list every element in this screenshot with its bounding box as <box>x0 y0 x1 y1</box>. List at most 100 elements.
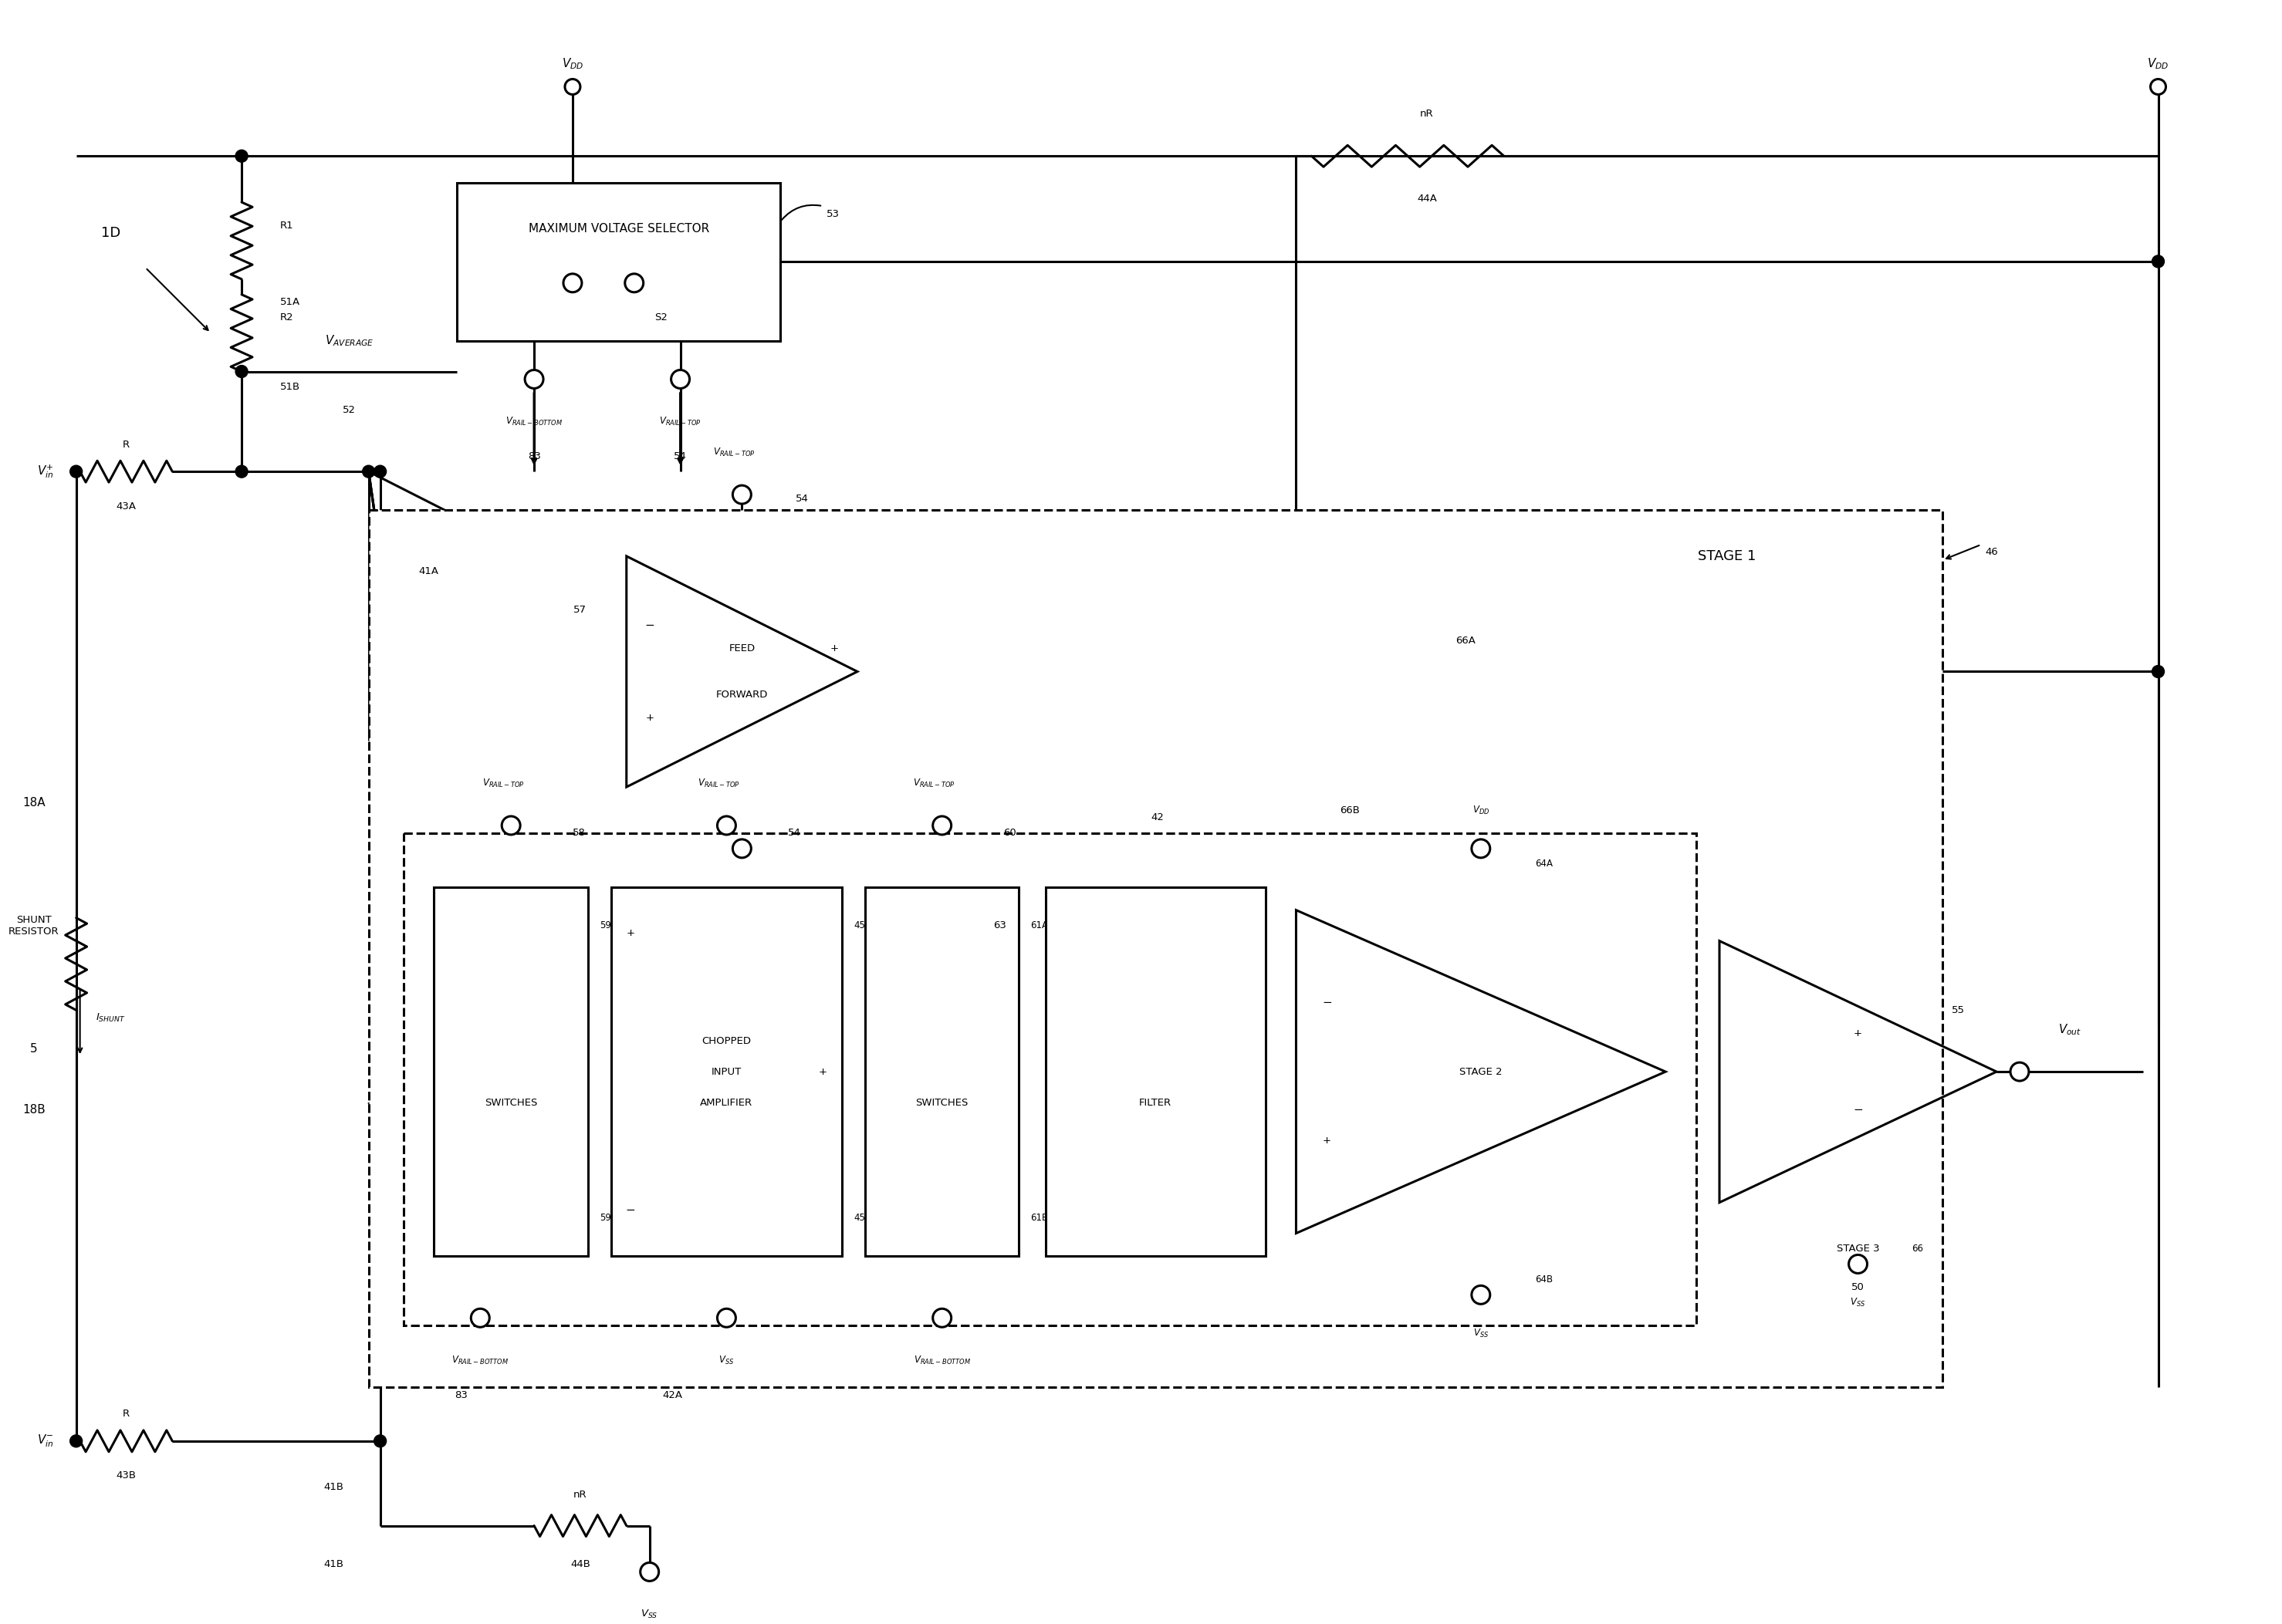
Circle shape <box>235 466 249 477</box>
Text: $V_{RAIL-TOP}$: $V_{RAIL-TOP}$ <box>913 778 956 789</box>
Text: 45B: 45B <box>853 1213 872 1223</box>
Text: 44B: 44B <box>570 1559 591 1569</box>
Bar <box>612 887 842 1257</box>
Text: 42: 42 <box>1150 812 1164 823</box>
Circle shape <box>502 817 520 835</box>
Circle shape <box>2150 80 2166 94</box>
Text: 5: 5 <box>30 1043 37 1054</box>
Circle shape <box>470 1309 488 1327</box>
Text: SWITCHES: SWITCHES <box>484 1098 536 1108</box>
Circle shape <box>2010 1062 2029 1082</box>
Circle shape <box>625 274 644 292</box>
Text: 54: 54 <box>787 828 801 838</box>
Text: $V_{SS}$: $V_{SS}$ <box>719 1354 735 1366</box>
Text: CHOPPED: CHOPPED <box>703 1036 751 1046</box>
Text: 60: 60 <box>1004 828 1015 838</box>
Circle shape <box>641 1562 659 1582</box>
Text: $V_{RAIL-TOP}$: $V_{RAIL-TOP}$ <box>698 778 739 789</box>
Text: R1: R1 <box>281 221 294 231</box>
Text: +: + <box>625 929 634 939</box>
Text: 83: 83 <box>527 451 541 461</box>
Circle shape <box>717 817 735 835</box>
Circle shape <box>566 80 580 94</box>
Text: 46: 46 <box>1985 547 1999 557</box>
Text: 50: 50 <box>1851 1281 1864 1293</box>
Text: 43B: 43B <box>116 1471 137 1481</box>
Text: 63: 63 <box>993 921 1006 931</box>
Text: −: − <box>644 620 655 632</box>
Text: nR: nR <box>1419 109 1433 119</box>
Circle shape <box>733 840 751 857</box>
Circle shape <box>235 365 249 378</box>
Text: −: − <box>625 1205 634 1216</box>
Text: 45A: 45A <box>853 921 872 931</box>
Text: 61A: 61A <box>1031 921 1047 931</box>
Text: $V_{SS}$: $V_{SS}$ <box>1472 1327 1488 1340</box>
Text: FEED: FEED <box>728 643 755 653</box>
Circle shape <box>933 1309 952 1327</box>
Text: 66B: 66B <box>1340 806 1360 815</box>
Text: 54: 54 <box>673 451 687 461</box>
Text: STAGE 1: STAGE 1 <box>1698 549 1757 564</box>
Text: 64B: 64B <box>1536 1275 1552 1285</box>
Text: 55: 55 <box>1951 1005 1965 1015</box>
Text: $V_{DD}$: $V_{DD}$ <box>561 57 584 71</box>
Circle shape <box>71 1436 82 1447</box>
Bar <box>456 184 780 341</box>
Text: $V_{SS}$: $V_{SS}$ <box>641 1608 657 1621</box>
Text: +: + <box>1853 1028 1862 1038</box>
Text: 57: 57 <box>573 606 586 615</box>
Text: 51B: 51B <box>281 382 301 391</box>
Circle shape <box>671 370 689 388</box>
Text: 41B: 41B <box>324 1559 345 1569</box>
Text: +: + <box>831 643 837 653</box>
Circle shape <box>363 466 374 477</box>
Circle shape <box>71 466 82 477</box>
Text: −: − <box>1853 1104 1862 1116</box>
Text: AMPLIFIER: AMPLIFIER <box>701 1098 753 1108</box>
Text: STAGE 2: STAGE 2 <box>1460 1067 1502 1077</box>
Text: $V_{RAIL-BOTTOM}$: $V_{RAIL-BOTTOM}$ <box>913 1354 970 1366</box>
Text: $V_{SS}$: $V_{SS}$ <box>735 885 751 896</box>
Text: +: + <box>646 713 655 723</box>
Text: S2: S2 <box>655 312 669 323</box>
Text: $V_{RAIL-BOTTOM}$: $V_{RAIL-BOTTOM}$ <box>452 1354 509 1366</box>
Text: 1D: 1D <box>100 226 121 240</box>
Text: STAGE 3: STAGE 3 <box>1837 1244 1880 1254</box>
Text: $V_{RAIL-TOP}$: $V_{RAIL-TOP}$ <box>712 447 755 458</box>
Text: 42A: 42A <box>662 1390 682 1400</box>
Text: 41A: 41A <box>370 528 390 538</box>
Text: R: R <box>123 440 130 450</box>
Text: $V_{RAIL-BOTTOM}$: $V_{RAIL-BOTTOM}$ <box>507 416 564 427</box>
Text: 43A: 43A <box>116 502 137 512</box>
Text: +: + <box>1324 1135 1330 1147</box>
Text: $V_{DD}$: $V_{DD}$ <box>2147 57 2170 71</box>
Circle shape <box>717 1309 735 1327</box>
Text: 18A: 18A <box>23 797 46 809</box>
Circle shape <box>933 817 952 835</box>
Text: +: + <box>819 1067 826 1077</box>
Circle shape <box>733 486 751 503</box>
Circle shape <box>525 370 543 388</box>
Text: 52: 52 <box>342 404 356 416</box>
Text: $V_{RAIL-TOP}$: $V_{RAIL-TOP}$ <box>482 778 525 789</box>
Text: MAXIMUM VOLTAGE SELECTOR: MAXIMUM VOLTAGE SELECTOR <box>529 224 710 235</box>
Text: $I_{SHUNT}$: $I_{SHUNT}$ <box>96 1012 126 1023</box>
Circle shape <box>374 1436 386 1447</box>
Text: 44A: 44A <box>1417 193 1438 203</box>
Text: 41A: 41A <box>418 567 438 577</box>
Text: 54: 54 <box>796 494 808 503</box>
Text: SWITCHES: SWITCHES <box>915 1098 968 1108</box>
Bar <box>434 887 589 1257</box>
Text: 59A: 59A <box>600 921 616 931</box>
Circle shape <box>1848 1255 1867 1273</box>
Text: 64A: 64A <box>1536 859 1552 869</box>
Text: 66A: 66A <box>1456 635 1476 646</box>
Circle shape <box>2152 255 2163 268</box>
Text: $V_{SS}$: $V_{SS}$ <box>1851 1296 1867 1309</box>
Text: $V_{out}$: $V_{out}$ <box>2058 1021 2081 1036</box>
Text: 41B: 41B <box>324 1483 345 1492</box>
Circle shape <box>235 149 249 162</box>
Text: 61B: 61B <box>1031 1213 1047 1223</box>
Text: SHUNT
RESISTOR: SHUNT RESISTOR <box>9 914 59 937</box>
